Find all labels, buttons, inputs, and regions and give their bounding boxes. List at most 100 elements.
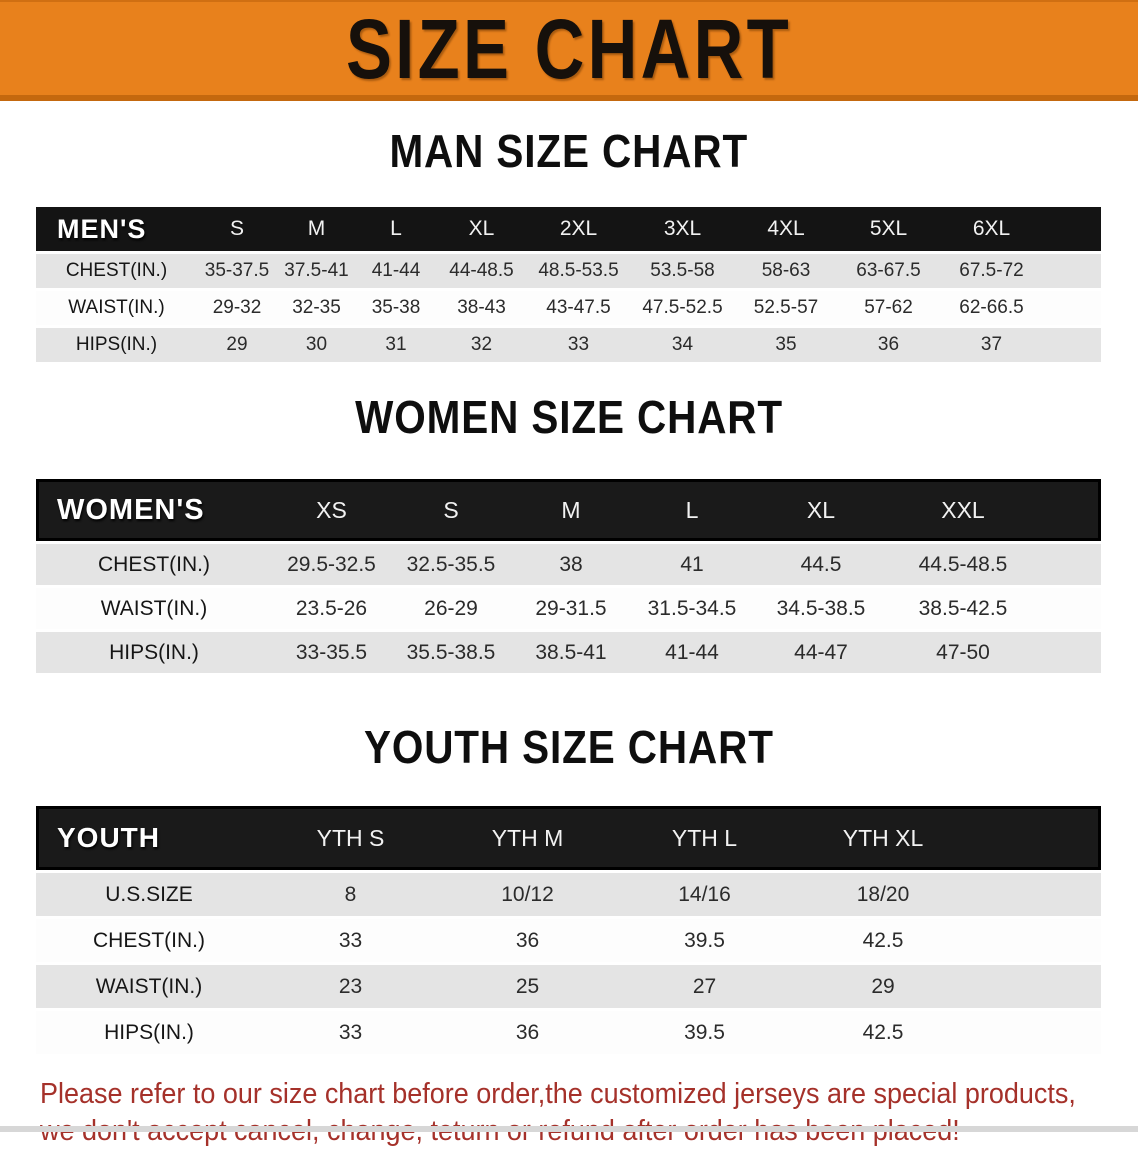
table-header-row: YOUTH YTH S YTH M YTH L YTH XL <box>36 806 1101 870</box>
column-header: YTH XL <box>842 824 924 851</box>
row-label: CHEST(IN.) <box>93 928 205 952</box>
size-chart-section-youth: YOUTH SIZE CHART YOUTH YTH S YTH M YTH L YTH … <box>0 722 1138 1054</box>
row-label: CHEST(IN.) <box>98 552 210 576</box>
size-chart-banner: SIZE CHART <box>0 0 1138 101</box>
table-cell: 35.5-38.5 <box>406 640 496 664</box>
table-cell: 57-62 <box>864 297 913 318</box>
row-label: HIPS(IN.) <box>104 1020 194 1044</box>
group-label: WOMEN'S <box>57 493 205 526</box>
column-header: XL <box>468 217 495 240</box>
table-cell: 25 <box>515 974 540 998</box>
table-row: HIPS(IN.) 33-35.5 35.5-38.5 38.5-41 41-44 44-… <box>36 632 1101 673</box>
table-cell: 37.5-41 <box>284 260 349 281</box>
group-label: YOUTH <box>57 822 160 853</box>
row-label: U.S.SIZE <box>105 882 193 906</box>
table-cell: 38.5-41 <box>535 640 607 664</box>
table-cell: 32-35 <box>292 297 341 318</box>
table-cell: 44.5-48.5 <box>918 552 1008 576</box>
table-cell: 35-37.5 <box>204 260 270 281</box>
row-label: WAIST(IN.) <box>68 297 165 318</box>
column-header: 3XL <box>663 217 702 240</box>
table-cell: 8 <box>344 882 357 906</box>
table-cell: 31.5-34.5 <box>647 596 737 620</box>
image-bottom-edge <box>0 1126 1138 1132</box>
table-row: WAIST(IN.) 23 25 27 29 <box>36 965 1101 1008</box>
table-row: WAIST(IN.) 23.5-26 26-29 29-31.5 31.5-34.5 34… <box>36 588 1101 629</box>
table-cell: 44-48.5 <box>449 260 514 281</box>
table-cell: 47.5-52.5 <box>642 297 723 318</box>
table-row: CHEST(IN.) 29.5-32.5 32.5-35.5 38 41 44.5 44.5… <box>36 544 1101 585</box>
row-label: HIPS(IN.) <box>109 640 199 664</box>
table-cell: 35-38 <box>371 297 421 318</box>
table-cell: 23.5-26 <box>295 596 368 620</box>
table-cell: 30 <box>305 334 328 355</box>
disclaimer-text: Please refer to our size chart before or… <box>40 1076 1076 1150</box>
table-row: HIPS(IN.) 29 30 31 32 33 34 35 36 37 <box>36 328 1101 362</box>
table-cell: 34 <box>671 334 694 355</box>
column-header: 6XL <box>972 217 1011 240</box>
table-cell: 38.5-42.5 <box>918 596 1008 620</box>
table-cell: 29 <box>871 974 895 998</box>
table-cell: 67.5-72 <box>959 260 1024 281</box>
table-cell: 10/12 <box>501 882 554 906</box>
row-label: WAIST(IN.) <box>100 596 208 620</box>
section-title-women: WOMEN SIZE CHART <box>0 392 1138 454</box>
table-row: CHEST(IN.) 35-37.5 37.5-41 41-44 44-48.5 48.5… <box>36 254 1101 288</box>
size-table-men: MEN'S S M L XL 2XL 3XL 4XL 5XL 6XL CHEST(IN.) 35-37… <box>36 207 1101 362</box>
row-label: CHEST(IN.) <box>65 260 168 281</box>
table-cell: 33 <box>567 334 590 355</box>
section-title-text: YOUTH SIZE CHART <box>364 721 774 773</box>
section-title-youth: YOUTH SIZE CHART <box>0 722 1138 784</box>
table-cell: 42.5 <box>862 928 904 952</box>
table-row: U.S.SIZE 8 10/12 14/16 18/20 <box>36 873 1101 916</box>
table-cell: 48.5-53.5 <box>538 260 619 281</box>
table-cell: 38 <box>559 552 583 576</box>
table-cell: 39.5 <box>684 1020 725 1044</box>
size-chart-section-women: WOMEN SIZE CHART WOMEN'S XS S M L XL XXL CHEST(I… <box>0 392 1138 673</box>
table-cell: 23 <box>338 974 363 998</box>
table-cell: 36 <box>515 928 540 952</box>
table-cell: 47-50 <box>936 640 990 664</box>
table-cell: 53.5-58 <box>650 260 715 281</box>
table-cell: 29-32 <box>212 297 262 318</box>
table-cell: 33 <box>338 928 363 952</box>
table-cell: 36 <box>515 1020 540 1044</box>
table-header-row: WOMEN'S XS S M L XL XXL <box>36 479 1101 541</box>
table-cell: 41 <box>680 552 704 576</box>
table-header-row: MEN'S S M L XL 2XL 3XL 4XL 5XL 6XL <box>36 207 1101 251</box>
table-row: HIPS(IN.) 33 36 39.5 42.5 <box>36 1011 1101 1054</box>
table-cell: 27 <box>692 974 717 998</box>
table-cell: 35 <box>775 334 797 355</box>
table-cell: 63-67.5 <box>856 260 921 281</box>
table-cell: 41-44 <box>665 640 719 664</box>
table-cell: 44-47 <box>794 640 848 664</box>
table-cell: 32.5-35.5 <box>406 552 496 576</box>
banner-title: SIZE CHART <box>345 1 793 96</box>
size-chart-section-men: MAN SIZE CHART MEN'S S M L XL 2XL 3XL 4XL 5XL 6XL C… <box>0 126 1138 362</box>
table-cell: 33-35.5 <box>295 640 368 664</box>
column-header: 5XL <box>869 217 908 240</box>
table-cell: 29 <box>226 334 248 355</box>
table-cell: 26-29 <box>424 596 478 620</box>
table-cell: 37 <box>980 334 1003 355</box>
table-cell: 31 <box>385 334 407 355</box>
size-chart-sections: MAN SIZE CHART MEN'S S M L XL 2XL 3XL 4XL 5XL 6XL C… <box>0 126 1138 1054</box>
table-cell: 36 <box>877 334 900 355</box>
table-cell: 18/20 <box>856 882 910 906</box>
column-header: XXL <box>941 496 985 523</box>
column-header: 4XL <box>767 217 805 240</box>
column-header: M <box>307 217 326 240</box>
column-header: YTH L <box>671 824 738 851</box>
column-header: YTH M <box>491 824 564 851</box>
table-cell: 58-63 <box>761 260 811 281</box>
size-table-women: WOMEN'S XS S M L XL XXL CHEST(IN.) 29.5-32.5 32.5… <box>36 479 1101 673</box>
table-cell: 52.5-57 <box>753 297 819 318</box>
column-header: YTH S <box>316 824 385 851</box>
table-cell: 39.5 <box>684 928 725 952</box>
table-cell: 43-47.5 <box>546 297 611 318</box>
section-title-men: MAN SIZE CHART <box>0 126 1138 188</box>
column-header: L <box>685 496 699 523</box>
table-row: WAIST(IN.) 29-32 32-35 35-38 38-43 43-47.5 47.… <box>36 291 1101 325</box>
table-row: CHEST(IN.) 33 36 39.5 42.5 <box>36 919 1101 962</box>
table-cell: 42.5 <box>862 1020 904 1044</box>
